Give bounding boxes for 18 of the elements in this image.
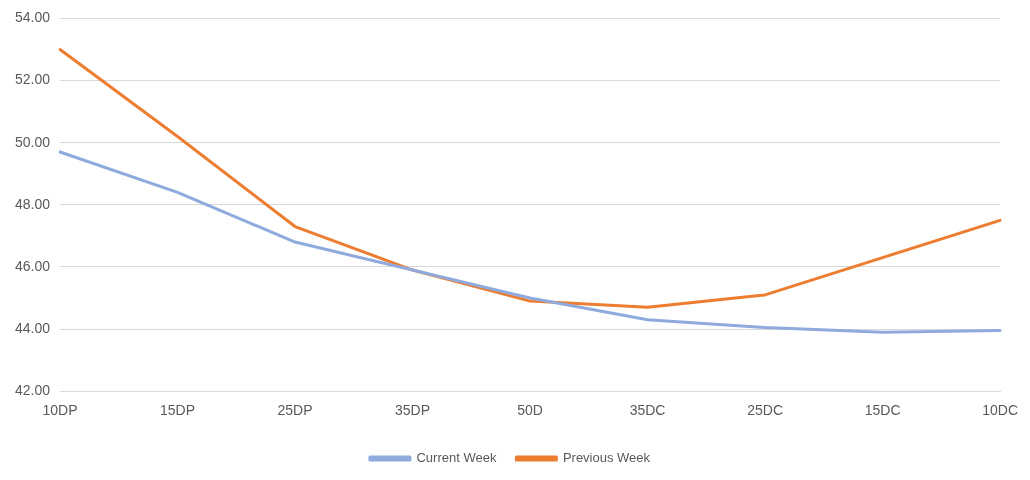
x-tick-label: 10DC xyxy=(982,402,1018,419)
y-tick-label: 46.00 xyxy=(14,257,51,274)
y-tick-label: 52.00 xyxy=(14,71,51,88)
y-tick-label: 48.00 xyxy=(14,195,51,212)
legend-label: Current Week xyxy=(416,450,497,466)
x-tick-label: 50D xyxy=(517,402,543,419)
x-tick-label: 10DP xyxy=(42,402,78,419)
x-tick-label: 35DC xyxy=(629,402,666,419)
y-tick-label: 50.00 xyxy=(14,133,51,150)
y-tick-label: 54.00 xyxy=(14,9,51,26)
x-tick-label: 35DP xyxy=(395,402,431,419)
y-tick-label: 44.00 xyxy=(14,319,51,336)
y-tick-label: 42.00 xyxy=(14,382,51,399)
x-tick-label: 15DP xyxy=(160,402,196,419)
legend-label: Previous Week xyxy=(562,450,651,466)
x-tick-label: 25DC xyxy=(747,402,783,419)
x-tick-label: 15DC xyxy=(864,402,901,419)
x-tick-label: 25DP xyxy=(277,402,313,419)
